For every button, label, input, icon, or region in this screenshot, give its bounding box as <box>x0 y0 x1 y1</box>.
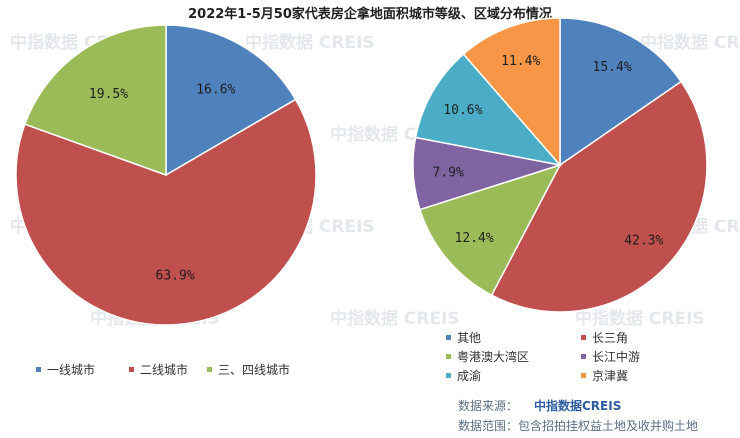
slice-data-label: 42.3% <box>624 233 663 248</box>
watermark-text: 中指数据 CREIS <box>245 32 375 53</box>
watermark-text: 中指数据 CREIS <box>575 308 705 329</box>
slice-data-label: 15.4% <box>593 60 632 75</box>
watermark-text: 中指数据 CREIS <box>330 308 460 329</box>
legend-marker <box>446 373 451 378</box>
legend-marker <box>581 354 586 359</box>
legend-item: 一线城市 <box>47 362 95 377</box>
legend-city-tier: 一线城市 二线城市 三、四线城市 <box>36 362 290 377</box>
chart-title: 2022年1-5月50家代表房企拿地面积城市等级、区域分布情况 <box>188 6 552 22</box>
legend-item: 长三角 <box>592 331 628 345</box>
slice-data-label: 7.9% <box>433 166 464 181</box>
legend-item: 京津冀 <box>592 369 628 383</box>
pie-slice <box>165 24 297 177</box>
slice-data-label: 10.6% <box>443 103 482 118</box>
pie-slice <box>559 17 683 167</box>
legend-item: 粤港澳大湾区 <box>457 349 529 364</box>
legend-marker <box>36 367 41 372</box>
slice-data-label: 19.5% <box>89 87 128 102</box>
legend-marker <box>129 367 134 372</box>
legend-marker <box>446 354 451 359</box>
legend-item: 长江中游 <box>592 349 640 364</box>
pie-slice <box>418 163 562 297</box>
pie-slice <box>15 98 317 326</box>
slice-data-label: 63.9% <box>156 269 195 284</box>
legend-item: 二线城市 <box>140 362 188 377</box>
source-brand: 中指数据CREIS <box>534 398 621 413</box>
slice-data-label: 16.6% <box>196 82 235 97</box>
legend-marker <box>581 335 586 340</box>
source-label: 数据来源： <box>458 398 518 413</box>
legend-marker <box>581 373 586 378</box>
pie-slice <box>462 17 561 168</box>
legend-item: 三、四线城市 <box>218 362 290 377</box>
pie-chart-region: 15.4% 42.3% 12.4% 7.9% 10.6% 11.4% <box>412 17 708 313</box>
pie-chart-city-tier: 16.6% 63.9% 19.5% <box>15 24 317 326</box>
legend-marker <box>446 335 451 340</box>
legend-marker <box>207 367 212 372</box>
watermark-text: 中指数据 CREIS <box>640 32 740 53</box>
pie-slice <box>490 80 708 313</box>
slice-data-label: 11.4% <box>501 54 540 69</box>
pie-slice <box>414 53 562 167</box>
source-scope: 数据范围：包含招拍挂权益土地及收并购土地 <box>458 418 698 433</box>
slice-data-label: 12.4% <box>455 231 494 246</box>
legend-item: 其他 <box>457 331 481 345</box>
pie-slice <box>23 24 167 177</box>
legend-item: 成渝 <box>457 368 481 383</box>
